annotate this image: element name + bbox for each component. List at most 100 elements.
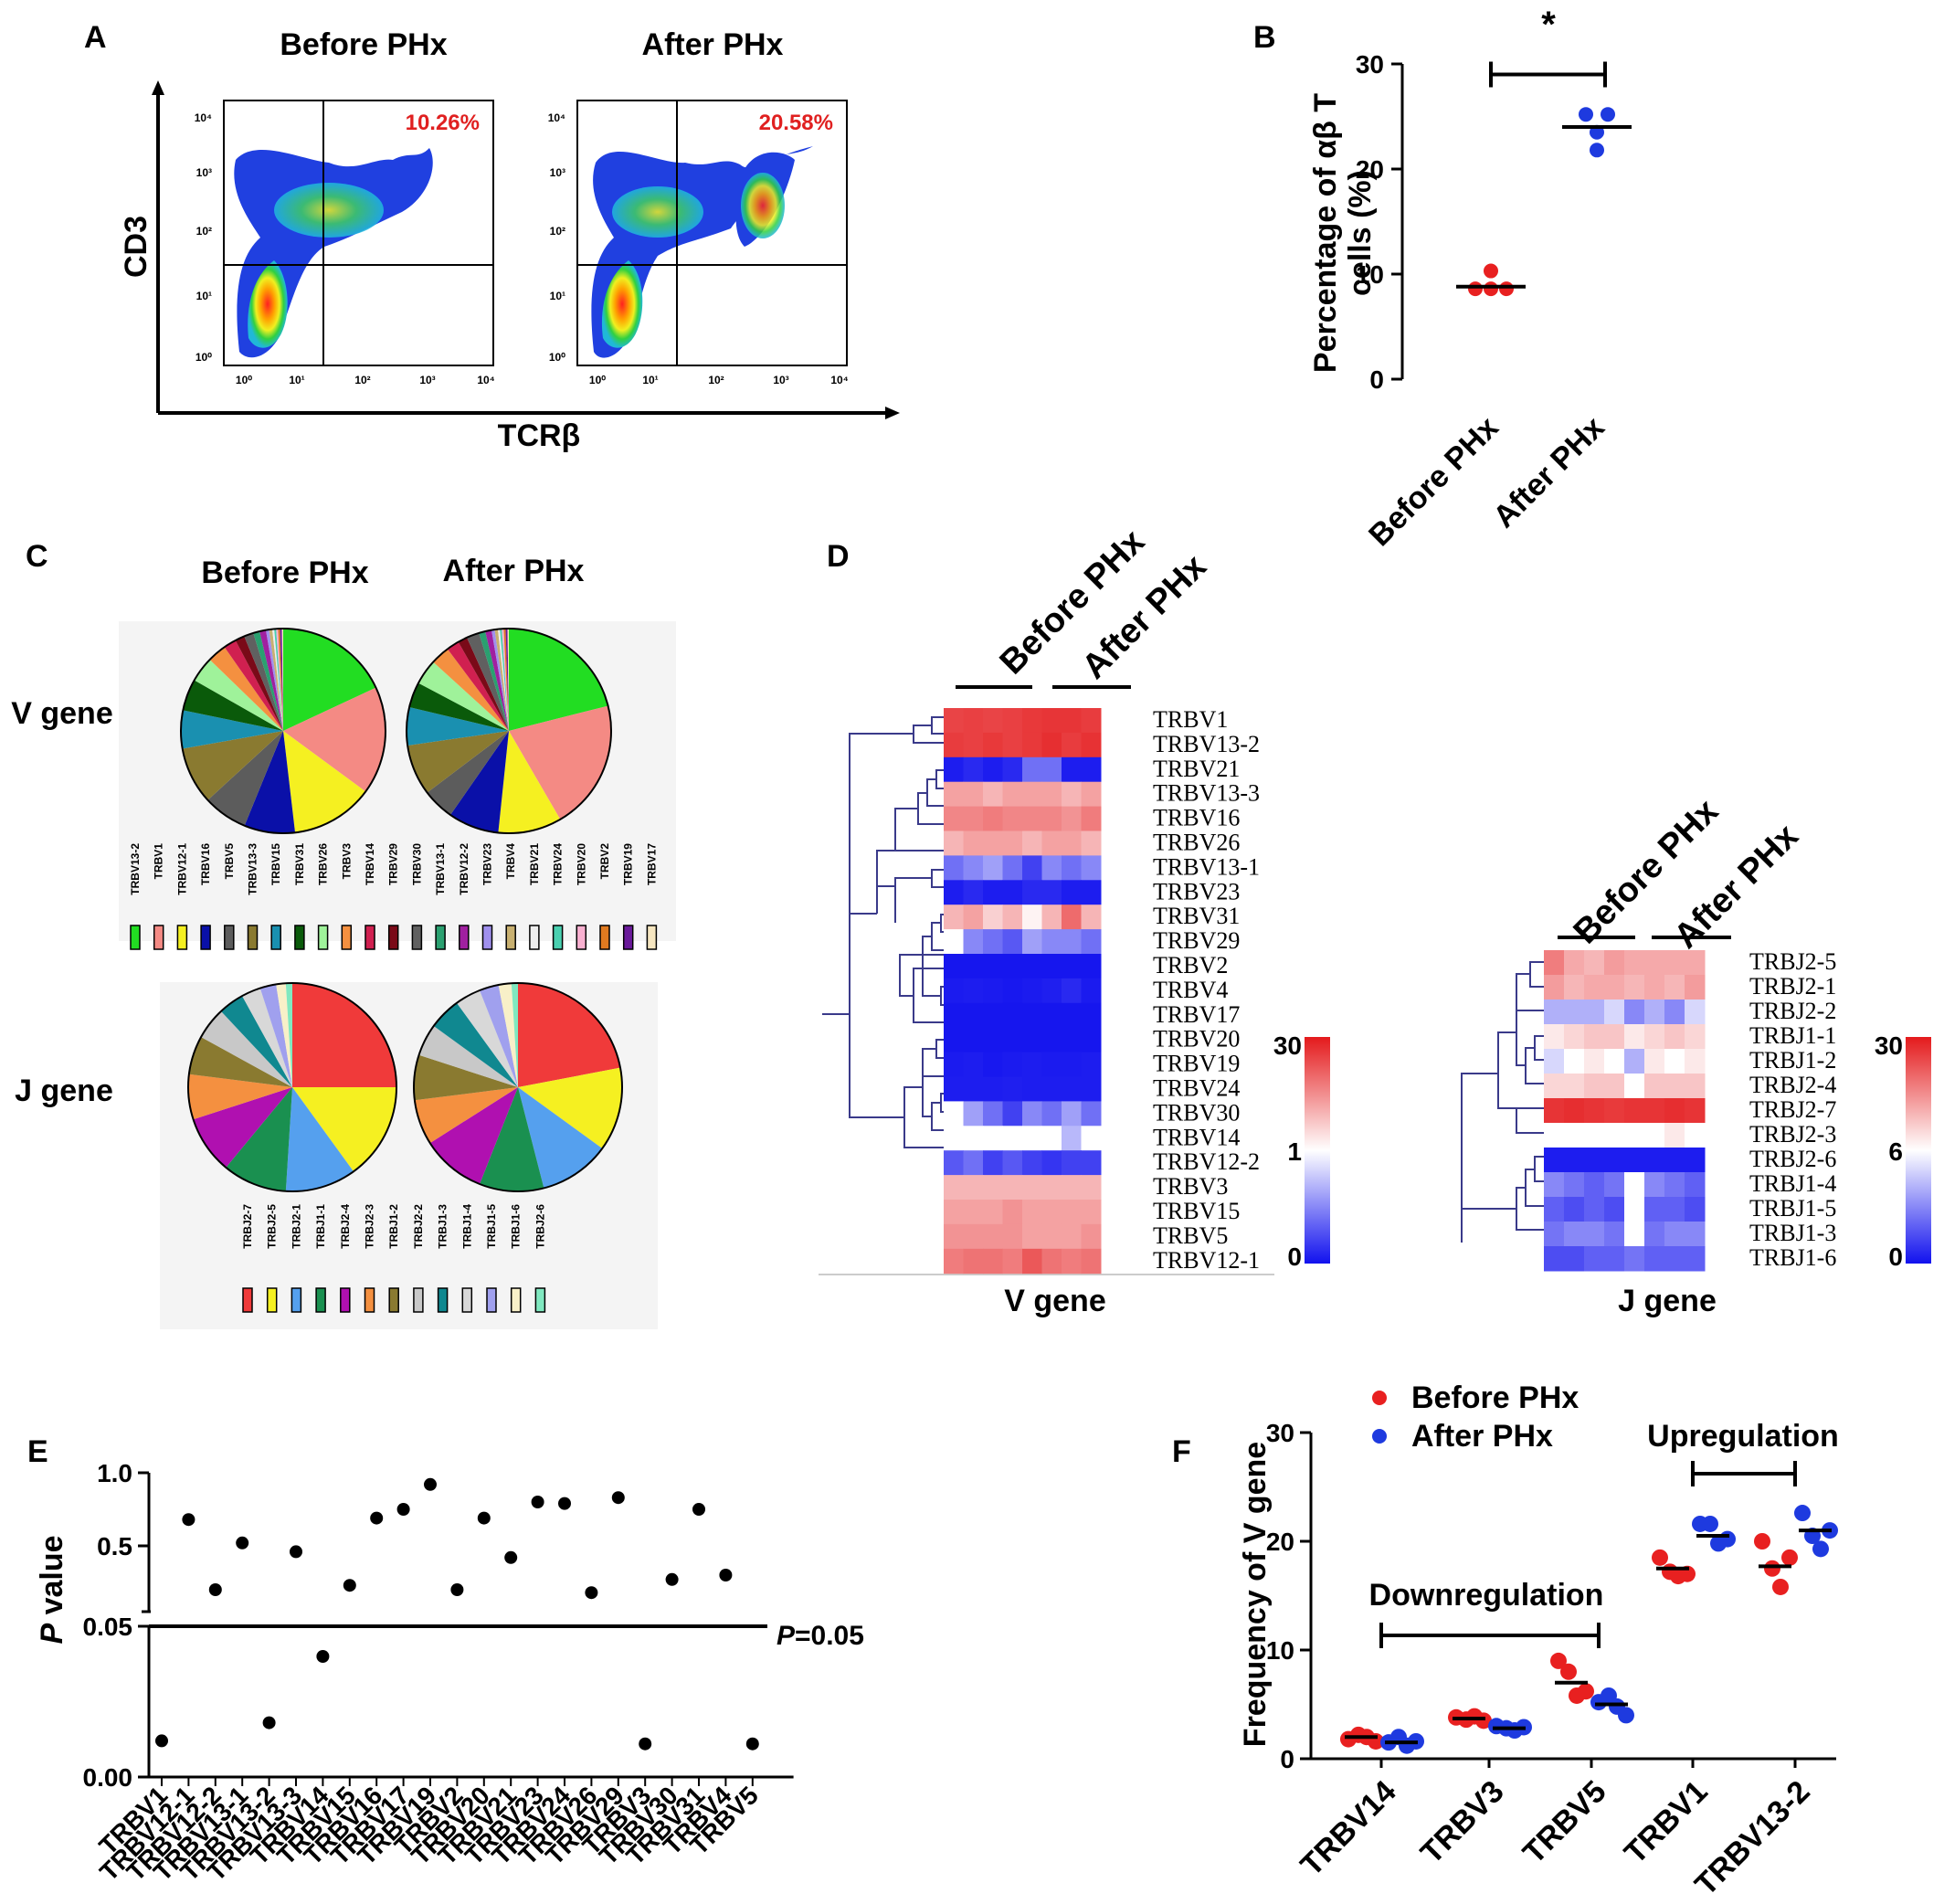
v-pie-before-slice	[283, 731, 366, 833]
heatmap-v-scale-min: 0	[1287, 1243, 1302, 1271]
v-legend-swatch	[270, 925, 281, 950]
v-pie-before-slice	[244, 731, 296, 834]
heatmap-v-cell	[1062, 1027, 1082, 1053]
heatmap-v-cell	[944, 904, 964, 930]
panel-c-label: C	[26, 539, 48, 574]
heatmap-j-row-label: TRBJ1-3	[1749, 1220, 1836, 1246]
heatmap-v-row-label: TRBV15	[1153, 1198, 1240, 1224]
heatmap-v-cell	[944, 929, 964, 955]
heatmap-v-cell	[983, 1248, 1003, 1275]
v-pie-after-slice	[505, 629, 509, 731]
heatmap-v-dendrogram	[822, 716, 946, 1148]
j-legend-swatch	[510, 1287, 522, 1313]
heatmap-v-scale-max: 30	[1273, 1031, 1302, 1060]
heatmap-j-cell	[1584, 1123, 1605, 1148]
heatmap-j-cell	[1564, 1197, 1585, 1222]
heatmap-j-cell	[1564, 1246, 1585, 1272]
heatmap-j-cell	[1624, 975, 1645, 1000]
panel-f-point	[1764, 1560, 1780, 1577]
heatmap-v-cell	[944, 1248, 964, 1275]
heatmap-v-cell	[983, 1027, 1003, 1053]
heatmap-j-cell	[1584, 1222, 1605, 1247]
panel-f-ytick-label: 10	[1266, 1636, 1294, 1665]
j-pie-after-slice	[418, 1025, 518, 1087]
flow-density-hot	[248, 260, 288, 348]
heatmap-j-cell	[1584, 1098, 1605, 1124]
heatmap-j-cell	[1685, 1222, 1706, 1247]
j-legend-swatch	[388, 1287, 399, 1313]
heatmap-v-cell	[963, 756, 984, 783]
heatmap-j-cell	[1644, 1074, 1665, 1099]
heatmap-j-cell	[1604, 975, 1625, 1000]
v-legend-swatch	[294, 925, 305, 950]
panel-f-downregulation-bracket	[1379, 1623, 1601, 1648]
v-pie-after-slice	[494, 629, 509, 731]
heatmap-j-dendrogram	[1461, 961, 1544, 1243]
heatmap-v-cell	[1002, 1052, 1023, 1077]
panel-e: E P value P=0.05 1.00.50.050.00TRBV1TRBV…	[27, 1434, 864, 1887]
panel-b-ytick-label: 20	[1356, 155, 1384, 184]
heatmap-v-cell	[963, 880, 984, 905]
v-legend-swatch	[646, 925, 658, 950]
j-legend-label: TRBJ1-3	[437, 1204, 449, 1249]
flow-plot-after: 20.58% 10⁴ 10³ 10² 10¹ 10⁰ 10⁰ 10¹ 10² 1…	[548, 100, 849, 386]
heatmap-j-cell	[1584, 1000, 1605, 1025]
panel-e-point	[692, 1503, 705, 1516]
heatmap-v-cell	[1022, 855, 1042, 881]
heatmap-v-cell	[1002, 1200, 1023, 1225]
heatmap-v-cell	[1002, 1076, 1023, 1102]
v-pie-after-slice	[509, 629, 608, 731]
j-legend-label: TRBJ2-4	[339, 1204, 352, 1249]
flow-after-percent: 20.58%	[759, 111, 833, 135]
heatmap-v-cell	[1081, 1200, 1102, 1225]
heatmap-v-cell	[1062, 830, 1082, 856]
v-legend-swatch	[247, 925, 259, 950]
heatmap-j-cell	[1685, 1098, 1706, 1124]
heatmap-v-cell	[983, 978, 1003, 1004]
heatmap-j-cell	[1544, 1024, 1565, 1050]
heatmap-v-cell	[1041, 1076, 1062, 1102]
flow-before-ytick: 10¹	[196, 290, 212, 302]
heatmap-v-cell	[1081, 1248, 1102, 1275]
heatmap-j-cell	[1544, 1049, 1565, 1074]
j-pie-before-slice	[188, 1074, 292, 1120]
j-legend-label: TRBJ2-7	[241, 1204, 254, 1249]
heatmap-v-cell	[963, 1248, 984, 1275]
v-legend-label: TRBV20	[575, 843, 587, 885]
heatmap-v-cell	[983, 806, 1003, 831]
v-pie-after-slice	[467, 632, 509, 731]
v-pie-after-slice	[433, 649, 509, 731]
panel-e-ytick-label: 0.00	[83, 1763, 133, 1792]
panel-b: B Percentage of αβ T cells (%) * 0 10 20 30…	[1253, 5, 1632, 553]
flow-density-hot	[741, 173, 785, 238]
heatmap-v-cell	[1022, 1052, 1042, 1077]
heatmap-v-cell	[944, 954, 964, 979]
heatmap-j-cell	[1664, 1222, 1685, 1247]
heatmap-v-cell	[1022, 830, 1042, 856]
panel-c-row-v: V gene	[11, 696, 112, 731]
v-legend-label: TRBV12-1	[175, 843, 188, 895]
heatmap-v-cell	[944, 1223, 964, 1250]
heatmap-j-scale-min: 0	[1888, 1243, 1903, 1271]
heatmap-v-cell	[963, 954, 984, 979]
heatmap-v-cell	[1022, 1076, 1042, 1102]
flow-before-xtick: 10⁴	[477, 374, 494, 386]
panel-e-point	[424, 1477, 437, 1491]
heatmap-j-cell	[1685, 950, 1706, 976]
panel-a-y-arrow	[152, 80, 164, 95]
heatmap-v-cell	[1081, 954, 1102, 979]
heatmap-v-cell	[963, 830, 984, 856]
heatmap-j-row-label: TRBJ2-5	[1749, 948, 1836, 975]
j-pie-after-slice	[518, 983, 620, 1087]
heatmap-v-cell	[1041, 904, 1062, 930]
heatmap-j-cell	[1544, 1246, 1565, 1272]
panel-e-point	[531, 1496, 544, 1508]
v-legend-label: TRBV12-2	[458, 843, 470, 895]
heatmap-j-cell	[1664, 1148, 1685, 1173]
v-pie-before-slice	[183, 680, 283, 731]
j-pie-before-slice	[226, 1087, 292, 1191]
heatmap-v-cell	[1081, 1175, 1102, 1201]
v-pie-after-slice	[418, 661, 509, 731]
flow-after-ytick: 10³	[550, 166, 565, 179]
heatmap-v-row-label: TRBV4	[1153, 977, 1228, 1003]
